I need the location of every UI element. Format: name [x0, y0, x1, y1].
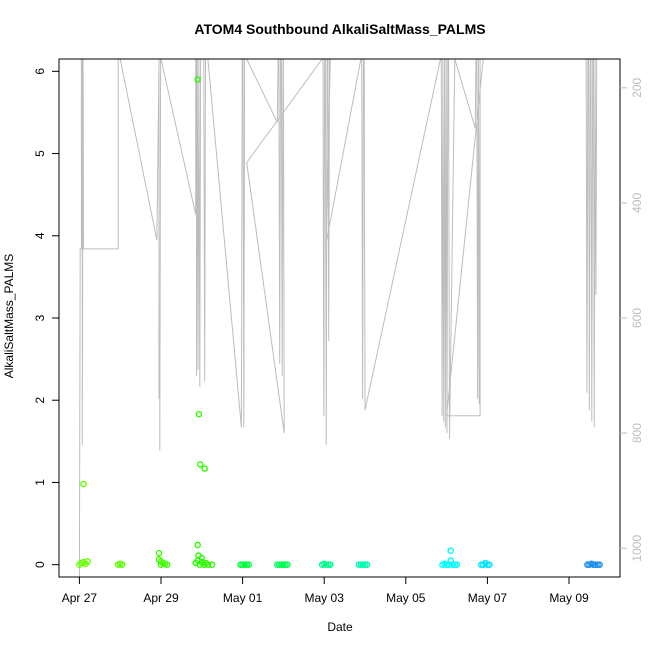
y2-axis: 200 400 600 800 1000 [620, 77, 644, 562]
x-tick-label: Apr 27 [62, 591, 98, 605]
y2-tick-label: 600 [630, 308, 644, 328]
data-point [275, 561, 283, 569]
x-axis: Apr 27 Apr 29 May 01 May 03 May 05 May 07 May … [62, 576, 589, 605]
y2-tick-label: 1000 [630, 535, 644, 562]
y-tick-label: 6 [33, 68, 47, 75]
x-tick-label: May 01 [223, 591, 263, 605]
y2-tick-label: 800 [630, 423, 644, 443]
data-point [208, 561, 216, 569]
x-tick-label: May 07 [468, 591, 508, 605]
data-point [84, 558, 91, 565]
y-tick-label: 3 [33, 314, 47, 321]
data-point [196, 461, 204, 468]
data-point [449, 561, 457, 569]
data-point [241, 561, 248, 569]
data-point [282, 561, 289, 569]
chart-title: ATOM4 Southbound AlkaliSaltMass_PALMS [194, 21, 485, 37]
x-tick-label: May 05 [386, 591, 426, 605]
x-tick-label: May 03 [305, 591, 345, 605]
data-point [194, 76, 201, 83]
plot-frame [58, 58, 621, 578]
data-point [118, 561, 126, 569]
y-axis-label: AlkaliSaltMass_PALMS [2, 254, 16, 379]
data-point [363, 561, 371, 569]
data-points-layer [76, 76, 603, 569]
data-point [80, 480, 87, 488]
data-point [195, 410, 203, 418]
data-point [245, 561, 252, 569]
data-point [596, 561, 603, 569]
data-point [592, 561, 599, 569]
y2-tick-label: 200 [630, 77, 644, 97]
data-point [198, 554, 206, 562]
y2-tick-label: 400 [630, 193, 644, 213]
data-point [486, 561, 493, 569]
y-tick-label: 5 [33, 150, 47, 157]
data-point [194, 541, 201, 549]
data-point [447, 547, 455, 555]
y-axis: 0 1 2 3 4 5 6 [33, 68, 59, 568]
y-tick-label: 2 [33, 397, 47, 404]
data-point [201, 465, 208, 472]
data-point [326, 561, 334, 569]
data-point [163, 561, 171, 569]
x-tick-label: Apr 29 [143, 591, 179, 605]
x-tick-label: May 09 [549, 591, 589, 605]
pressure-track-line [78, 58, 598, 578]
y-tick-label: 1 [33, 479, 47, 486]
data-point [155, 549, 163, 557]
x-axis-label: Date [327, 620, 353, 634]
data-point [322, 561, 330, 569]
data-point [357, 561, 365, 569]
pressure-track-layer [78, 58, 598, 578]
y-tick-label: 4 [33, 232, 47, 239]
data-point [453, 561, 461, 569]
y-tick-label: 0 [33, 561, 47, 568]
data-point [204, 561, 212, 569]
data-point [284, 561, 291, 569]
